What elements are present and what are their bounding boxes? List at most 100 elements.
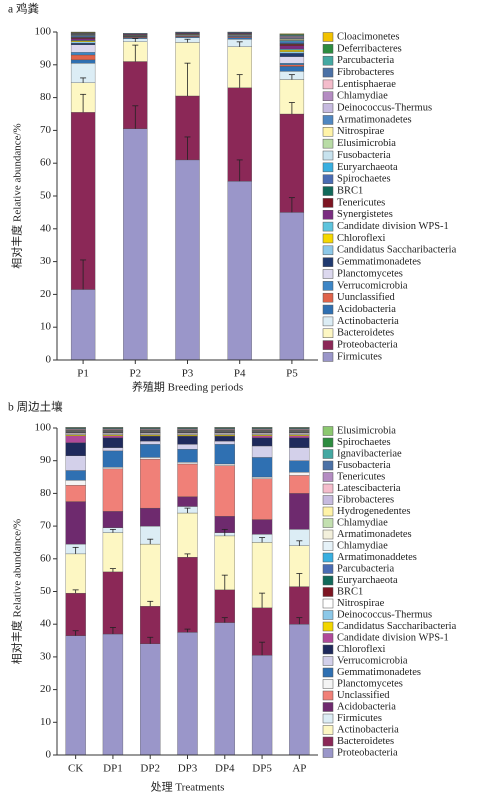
- legend-swatch: [322, 621, 334, 632]
- legend-swatch: [322, 127, 334, 137]
- legend-label: Parcubacteria: [337, 55, 394, 66]
- error-bar: [288, 74, 295, 80]
- bar-segment: [279, 33, 305, 35]
- error-bar: [147, 600, 154, 607]
- legend-label: Firmicutes: [337, 713, 382, 724]
- y-tick-label: 100: [35, 26, 52, 38]
- bar-segment: [289, 435, 310, 438]
- bar-segment: [177, 496, 198, 507]
- x-tick-label: P3: [182, 368, 194, 380]
- error-bar: [72, 589, 79, 594]
- y-tick-label: 30: [40, 255, 52, 267]
- legend-swatch: [322, 352, 334, 362]
- legend-label: Elusimicrobia: [337, 138, 396, 149]
- error-bar: [184, 38, 191, 43]
- legend-swatch: [322, 644, 334, 655]
- legend-swatch: [322, 702, 334, 712]
- bar-segment: [279, 56, 305, 64]
- legend-swatch: [322, 449, 334, 459]
- bar-segment: [279, 43, 305, 46]
- x-tick-label: DP3: [178, 763, 198, 775]
- bar-segment: [140, 458, 161, 509]
- legend-label: Nitrospirae: [337, 126, 385, 137]
- legend-swatch: [322, 506, 334, 517]
- chart-title: b 周边土壤: [8, 400, 63, 414]
- bar-segment: [70, 41, 96, 44]
- legend-swatch: [322, 575, 334, 586]
- legend-swatch: [322, 316, 334, 327]
- bar-segment: [279, 41, 305, 44]
- bar-segment: [214, 433, 235, 435]
- bar-segment: [251, 655, 273, 756]
- bar-segment: [227, 181, 252, 361]
- x-tick-label: AP: [292, 763, 306, 775]
- bar-segment: [177, 512, 198, 558]
- x-tick-label: P1: [77, 368, 89, 380]
- legend-label: Bacteroidetes: [337, 328, 394, 339]
- error-bar: [80, 259, 87, 290]
- bar-segment: [251, 433, 273, 435]
- bar-segment: [289, 493, 310, 530]
- legend-label: Candidate division WPS-1: [337, 221, 449, 232]
- legend-swatch: [322, 304, 334, 315]
- bar-segment: [214, 444, 235, 465]
- bar-segment: [289, 471, 310, 476]
- bar-segment: [251, 476, 273, 479]
- legend-label: BRC1: [337, 586, 363, 597]
- legend-swatch: [322, 598, 334, 609]
- y-tick-label: 80: [40, 91, 52, 103]
- bar-segment: [102, 571, 124, 635]
- y-tick-label: 20: [40, 288, 52, 300]
- y-tick-label: 40: [40, 222, 52, 234]
- legend-label: Nitrospirae: [337, 598, 385, 609]
- legend-label: Euryarchaeota: [337, 575, 398, 586]
- bar-segment: [177, 433, 198, 435]
- legend-label: Deinococcus-Thermus: [337, 609, 432, 620]
- error-bar: [132, 38, 139, 42]
- bar-segment: [177, 557, 198, 633]
- bar-segment: [65, 470, 86, 481]
- bar-segment: [251, 445, 273, 458]
- legend-label: Armatimonadetes: [337, 114, 412, 125]
- legend-label: Chlamydiae: [337, 91, 388, 102]
- bar-segment: [289, 624, 310, 756]
- legend-label: Firmicutes: [337, 351, 382, 362]
- x-tick-label: P2: [129, 368, 141, 380]
- y-tick-label: 60: [40, 157, 52, 169]
- legend-label: Gemmatimonadetes: [337, 667, 421, 678]
- legend-swatch: [322, 495, 334, 505]
- y-tick-label: 80: [40, 487, 52, 499]
- bar-segment: [140, 643, 161, 756]
- legend-swatch: [322, 713, 334, 724]
- legend-swatch: [322, 472, 334, 482]
- y-tick-label: 50: [40, 190, 52, 202]
- bar-segment: [140, 436, 161, 442]
- error-bar: [288, 197, 295, 213]
- error-bar: [259, 592, 266, 608]
- legend-label: Armatimonadetes: [337, 529, 412, 540]
- bar-segment: [102, 437, 124, 448]
- bar-segment: [102, 435, 124, 438]
- legend-label: Proteobacteria: [337, 747, 398, 758]
- legend-label: Candidatus Saccharibacteria: [337, 621, 457, 632]
- legend-label: Ignavibacteriae: [337, 448, 402, 459]
- bar-segment: [65, 553, 86, 594]
- legend-label: Chloroflexi: [337, 644, 385, 655]
- legend-label: Unclassified: [337, 690, 390, 701]
- error-bar: [221, 617, 228, 623]
- bar-segment: [177, 463, 198, 497]
- legend-label: Elusimicrobia: [337, 425, 396, 436]
- legend-swatch: [322, 292, 334, 303]
- bar-segment: [102, 467, 124, 470]
- bar-segment: [65, 501, 86, 545]
- legend-label: Spirochaetes: [337, 437, 391, 448]
- bar-segment: [65, 485, 86, 502]
- bar-segment: [214, 436, 235, 442]
- bar-segment: [102, 433, 124, 435]
- legend-swatch: [322, 736, 334, 747]
- legend-label: Cloacimonetes: [337, 31, 399, 42]
- bar-segment: [279, 113, 305, 213]
- y-tick-label: 50: [40, 585, 52, 597]
- legend-swatch: [322, 518, 334, 528]
- bar-segment: [289, 433, 310, 435]
